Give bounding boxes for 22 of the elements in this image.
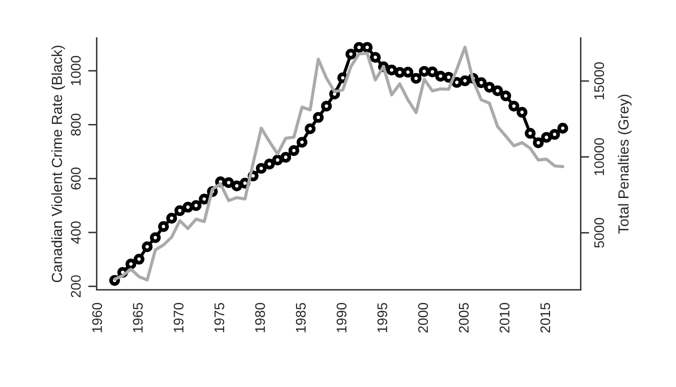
x-tick-label: 1970 <box>174 302 184 332</box>
y-tick-label: 800 <box>70 114 81 136</box>
y2-tick-label: 15000 <box>594 62 604 100</box>
x-tick-label: 2000 <box>418 302 428 333</box>
x-tick-label: 2010 <box>500 302 510 333</box>
x-tick-label: 1960 <box>92 302 102 332</box>
x-tick-label: 2015 <box>540 302 550 333</box>
x-tick-label: 1975 <box>214 302 224 332</box>
y-axis-title: Canadian Violent Crime Rate (Black) <box>51 46 65 282</box>
y-tick-label: 1000 <box>70 56 81 86</box>
x-tick-label: 1985 <box>296 302 306 332</box>
y2-axis-title: Total Penalties (Grey) <box>618 94 632 234</box>
x-tick-label: 1980 <box>255 302 265 332</box>
y2-tick-label: 10000 <box>594 138 604 176</box>
x-tick-label: 1990 <box>336 302 346 332</box>
y-tick-label: 200 <box>70 275 81 298</box>
x-tick-label: 1965 <box>132 302 143 332</box>
x-tick-label: 2005 <box>458 302 469 333</box>
y-tick-label: 400 <box>70 221 81 244</box>
y2-tick-label: 5000 <box>594 218 604 248</box>
y-tick-label: 600 <box>70 168 81 190</box>
x-tick-label: 1995 <box>377 302 388 332</box>
